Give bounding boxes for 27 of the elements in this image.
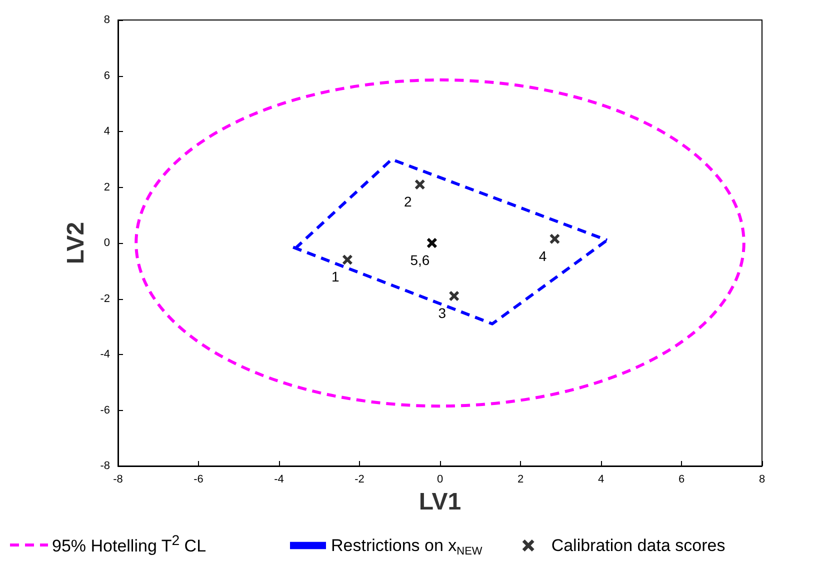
x-tick-label: -4 bbox=[274, 474, 284, 486]
legend-label: Calibration data scores bbox=[551, 536, 726, 555]
annotation: 5,6 bbox=[410, 252, 430, 268]
y-tick-label: -2 bbox=[100, 292, 110, 305]
y-axis-title: LV2 bbox=[62, 222, 90, 264]
y-tick-label: -6 bbox=[100, 404, 110, 416]
x-tick-label: -2 bbox=[354, 474, 364, 486]
annotation: 1 bbox=[332, 268, 340, 285]
annotation: 3 bbox=[438, 304, 446, 321]
x-tick-label: 0 bbox=[436, 474, 444, 486]
x-tick-label: -6 bbox=[194, 474, 204, 486]
y-tick-label: 0 bbox=[104, 237, 110, 249]
text: 95% Hotelling T$^{2}$ CL bbox=[52, 533, 206, 557]
x-axis-title: LV1 bbox=[418, 488, 462, 516]
annotation: 2 bbox=[404, 193, 412, 210]
y-tick-label: 4 bbox=[104, 126, 110, 138]
y-tick-label: -4 bbox=[100, 348, 110, 360]
x-tick-label: 8 bbox=[758, 474, 766, 486]
y-tick-label: -8 bbox=[100, 460, 110, 472]
annotation: 4 bbox=[538, 248, 547, 264]
x-tick-label: 2 bbox=[517, 474, 524, 486]
x-tick-label: 6 bbox=[678, 474, 685, 486]
y-tick-label: 6 bbox=[104, 70, 110, 82]
x-tick-label: -8 bbox=[113, 474, 123, 486]
y-tick-label: 8 bbox=[104, 14, 110, 26]
x-tick-label: 4 bbox=[598, 474, 604, 486]
y-tick-label: 2 bbox=[104, 181, 110, 194]
